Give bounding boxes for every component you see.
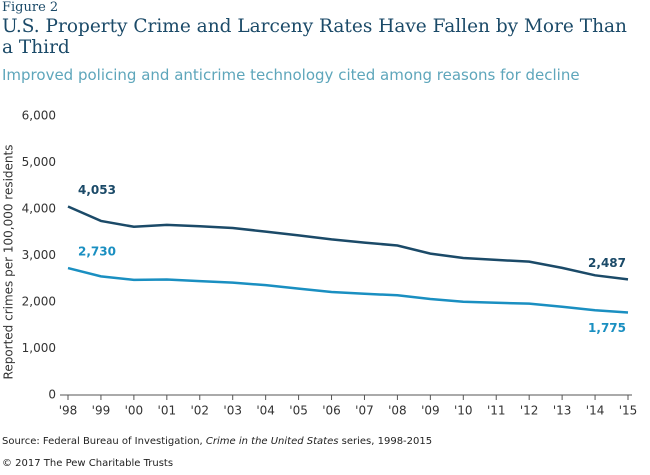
x-tick-label: '09 [421,404,440,418]
figure-label: Figure 2 [2,0,59,15]
x-tick-label: '07 [355,404,374,418]
y-tick-label: 1,000 [22,341,56,355]
y-tick-label: 3,000 [22,248,56,262]
x-tick-label: '08 [388,404,407,418]
x-tick-label: '04 [256,404,275,418]
y-tick-label: 2,000 [22,295,56,309]
x-tick-label: '05 [289,404,308,418]
x-tick-label: '13 [553,404,572,418]
chart-title: U.S. Property Crime and Larceny Rates Ha… [2,16,627,58]
value-label: 1,775 [588,321,626,335]
source-text: series, 1998-2015 [338,436,433,447]
source: Source: Federal Bureau of Investigation,… [2,436,432,447]
x-tick-label: '01 [158,404,177,418]
x-tick-label: '12 [520,404,539,418]
x-tick-label: '06 [322,404,341,418]
y-tick-label: 4,000 [22,202,56,216]
x-tick-label: '02 [190,404,209,418]
value-label: 2,487 [588,256,626,270]
x-tick-label: '98 [59,404,78,418]
x-tick-label: '10 [454,404,473,418]
line [67,266,629,314]
x-tick-label: '03 [223,404,242,418]
copyright: © 2017 The Pew Charitable Trusts [2,458,174,469]
x-tick-label: '15 [619,404,638,418]
chart-subtitle: Improved policing and anticrime technolo… [2,66,580,84]
value-label: 4,053 [78,183,116,197]
chart: Reported crimes per 100,000 residents 0 1… [2,109,638,418]
line [67,205,629,281]
x-tick-label: '99 [92,404,111,418]
x-tick-label: '14 [586,404,605,418]
y-tick-label: 6,000 [22,109,56,123]
source-title: Crime in the United States [205,436,339,447]
source-text: Source: Federal Bureau of Investigation, [2,436,206,447]
y-tick-label: 0 [48,388,56,402]
value-label: 2,730 [78,245,116,259]
y-tick-label: 5,000 [22,155,56,169]
x-tick-label: '11 [487,404,506,418]
y-axis-label: Reported crimes per 100,000 residents [2,145,16,380]
x-tick-label: '00 [125,404,144,418]
